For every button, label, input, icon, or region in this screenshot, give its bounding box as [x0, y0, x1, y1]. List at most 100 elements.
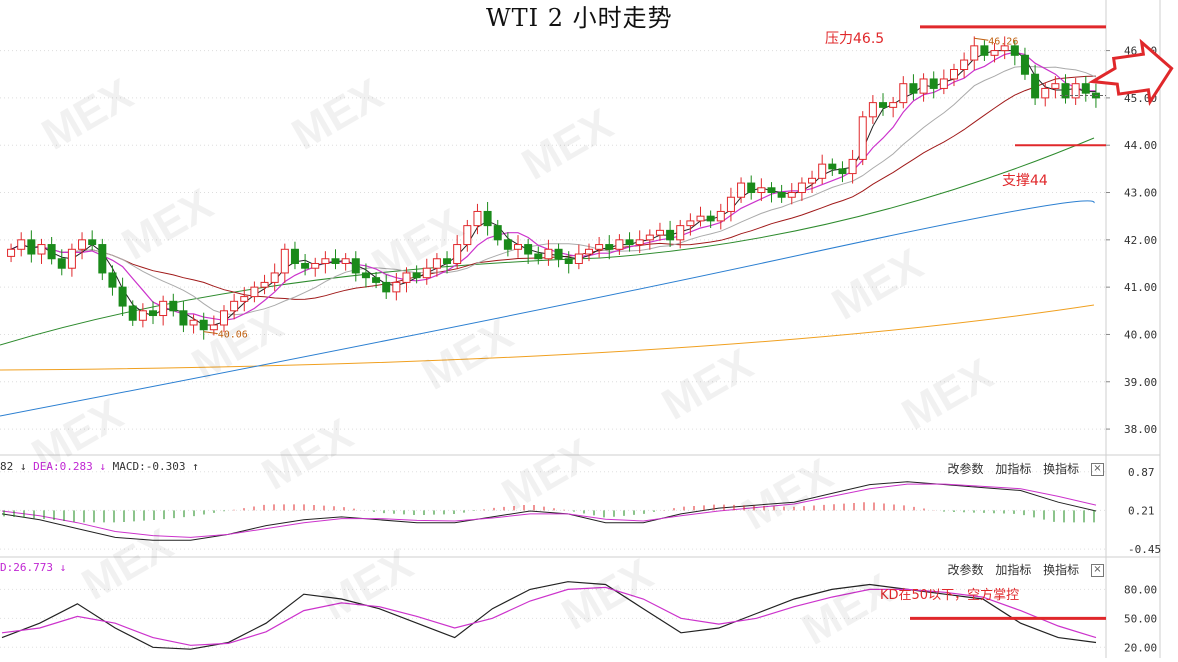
candle-body [676, 225, 685, 241]
candle-body [929, 78, 938, 89]
macd-tick-label: 0.87 [1128, 466, 1155, 479]
candle-body [321, 258, 330, 264]
candle-body [747, 182, 756, 194]
price-tick-label: 41.00 [1124, 281, 1157, 294]
kd-note: KD在50以下，空方掌控 [880, 588, 1020, 603]
macd-arrow: ↑ [192, 460, 199, 473]
candle-body [808, 177, 817, 184]
chart-title: WTI 2 小时走势 [486, 4, 673, 32]
candle-body [1010, 45, 1019, 56]
candle-body [949, 69, 958, 80]
candle-body [260, 281, 269, 288]
candle-body [118, 286, 127, 307]
candle-body [108, 272, 117, 288]
arrow-right-icon [1088, 38, 1174, 106]
macd-controls: 改参数 加指标 换指标 × [939, 460, 1104, 477]
kd-controls: 改参数 加指标 换指标 × [939, 561, 1104, 578]
candle-body [544, 248, 553, 260]
candle-body [574, 253, 583, 264]
candle-body [655, 229, 664, 236]
candle-body [422, 267, 431, 279]
candle-body [17, 239, 26, 250]
candle-body [78, 239, 87, 250]
candle-body [564, 258, 573, 264]
candle-body [980, 45, 989, 56]
candle-body [240, 296, 249, 302]
macd-change-params-button[interactable]: 改参数 [947, 462, 984, 476]
candle-body [473, 210, 482, 227]
candle-body [524, 244, 533, 255]
price-tick-label: 38.00 [1124, 423, 1157, 436]
candle-body [625, 239, 634, 246]
candle-body [67, 248, 76, 269]
candle-body [696, 215, 705, 222]
ma20-line [10, 65, 1097, 316]
kd-add-indicator-button[interactable]: 加指标 [995, 563, 1032, 577]
candle-body [645, 234, 654, 241]
candle-body [615, 239, 624, 250]
candle-body [787, 192, 796, 198]
kd-tick-label: 80.00 [1124, 583, 1157, 596]
candle-body [361, 272, 370, 279]
kd-d-arrow: ↓ [59, 561, 67, 574]
candle-body [716, 210, 725, 222]
candle-body [605, 244, 614, 250]
candle-body [331, 258, 340, 264]
kd-close-icon[interactable]: × [1091, 564, 1104, 577]
dea-line [1, 483, 1097, 538]
price-tick-label: 42.00 [1124, 234, 1157, 247]
high-marker-arrow [974, 37, 989, 41]
kd-tick-label: 20.00 [1124, 641, 1157, 654]
candle-body [382, 281, 391, 293]
candle-body [889, 102, 898, 108]
candle-body [990, 50, 999, 56]
candle-body [1000, 45, 1009, 52]
candle-body [797, 182, 806, 194]
candle-body [250, 286, 259, 298]
candle-body [189, 319, 198, 326]
candle-body [372, 277, 381, 283]
candle-body [767, 187, 776, 194]
candle-body [230, 300, 239, 312]
price-tick-label: 44.00 [1124, 139, 1157, 152]
macd-value: MACD:-0.303 [112, 460, 186, 473]
candle-body [757, 187, 766, 194]
candle-body [280, 248, 289, 274]
candle-body [777, 192, 786, 198]
candle-body [493, 225, 502, 241]
kd-switch-indicator-button[interactable]: 换指标 [1043, 563, 1080, 577]
candle-body [1041, 87, 1050, 99]
candle-body [909, 83, 918, 94]
candle-body [483, 210, 492, 227]
macd-close-icon[interactable]: × [1091, 463, 1104, 476]
macd-tick-label: 0.21 [1128, 504, 1155, 517]
macd-switch-indicator-button[interactable]: 换指标 [1043, 462, 1080, 476]
candle-body [149, 310, 158, 317]
candle-body [939, 78, 948, 89]
candle-body [392, 281, 401, 293]
candle-body [311, 262, 320, 269]
candle-body [554, 248, 563, 260]
candle-body [635, 239, 644, 246]
candle-body [706, 215, 715, 222]
kd-header: D:26.773 ↓ [0, 561, 66, 574]
candle-body [1031, 73, 1040, 99]
candle-body [858, 116, 867, 160]
candle-body [341, 258, 350, 264]
candle-body [432, 258, 441, 269]
kd-change-params-button[interactable]: 改参数 [947, 563, 984, 577]
candle-body [453, 244, 462, 264]
candle-body [960, 59, 969, 71]
kd-d-line [1, 586, 1097, 646]
candle-body [818, 163, 827, 179]
candle-body [88, 239, 97, 246]
price-tick-label: 43.00 [1124, 187, 1157, 200]
candle-body [1061, 83, 1070, 99]
candle-body [514, 244, 523, 250]
candle-body [159, 300, 168, 317]
candle-body [1020, 54, 1029, 75]
candle-body [209, 324, 218, 331]
macd-add-indicator-button[interactable]: 加指标 [995, 462, 1032, 476]
